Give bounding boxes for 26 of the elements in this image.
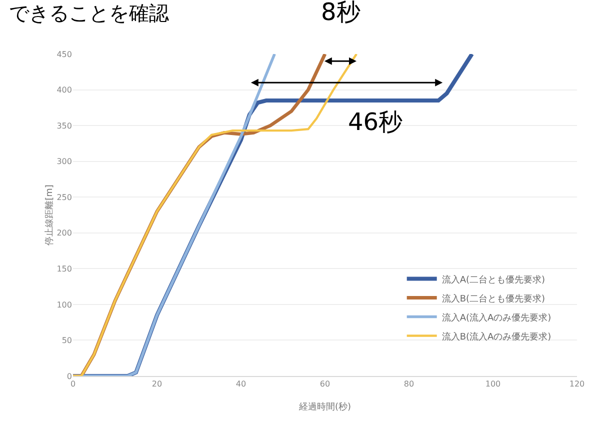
legend-label: 流入A(二台とも優先要求) (442, 274, 546, 286)
x-tick-label: 20 (152, 380, 162, 389)
y-tick-label: 350 (56, 121, 72, 130)
legend-label: 流入B(流入Aのみ優先要求) (442, 331, 552, 342)
y-tick-label: 450 (56, 50, 72, 59)
x-tick-label: 120 (569, 380, 585, 389)
y-tick-label: 50 (62, 336, 72, 346)
x-axis-title: 経過時間(秒) (298, 401, 352, 412)
annotation: 46秒 (348, 108, 403, 136)
legend-label: 流入A(流入Aのみ優先要求) (442, 312, 552, 324)
text: できることを確認 (9, 1, 169, 25)
x-tick-label: 40 (236, 380, 246, 389)
line-series (73, 54, 276, 376)
y-axis-title: 停止線距離[m] (44, 184, 56, 246)
text: 8秒 (321, 0, 360, 26)
y-tick-label: 150 (56, 264, 72, 274)
y-tick-label: 250 (56, 192, 72, 202)
y-tick-label: 200 (56, 228, 72, 238)
x-tick-label: 80 (404, 380, 414, 389)
y-tick-label: 400 (56, 86, 72, 95)
y-tick-label: 300 (56, 157, 72, 166)
legend-label: 流入B(二台とも優先要求) (442, 293, 546, 304)
x-tick-label: 100 (485, 380, 501, 389)
y-tick-label: 0 (66, 372, 72, 381)
x-tick-label: 60 (320, 380, 330, 389)
y-tick-label: 100 (56, 300, 72, 310)
